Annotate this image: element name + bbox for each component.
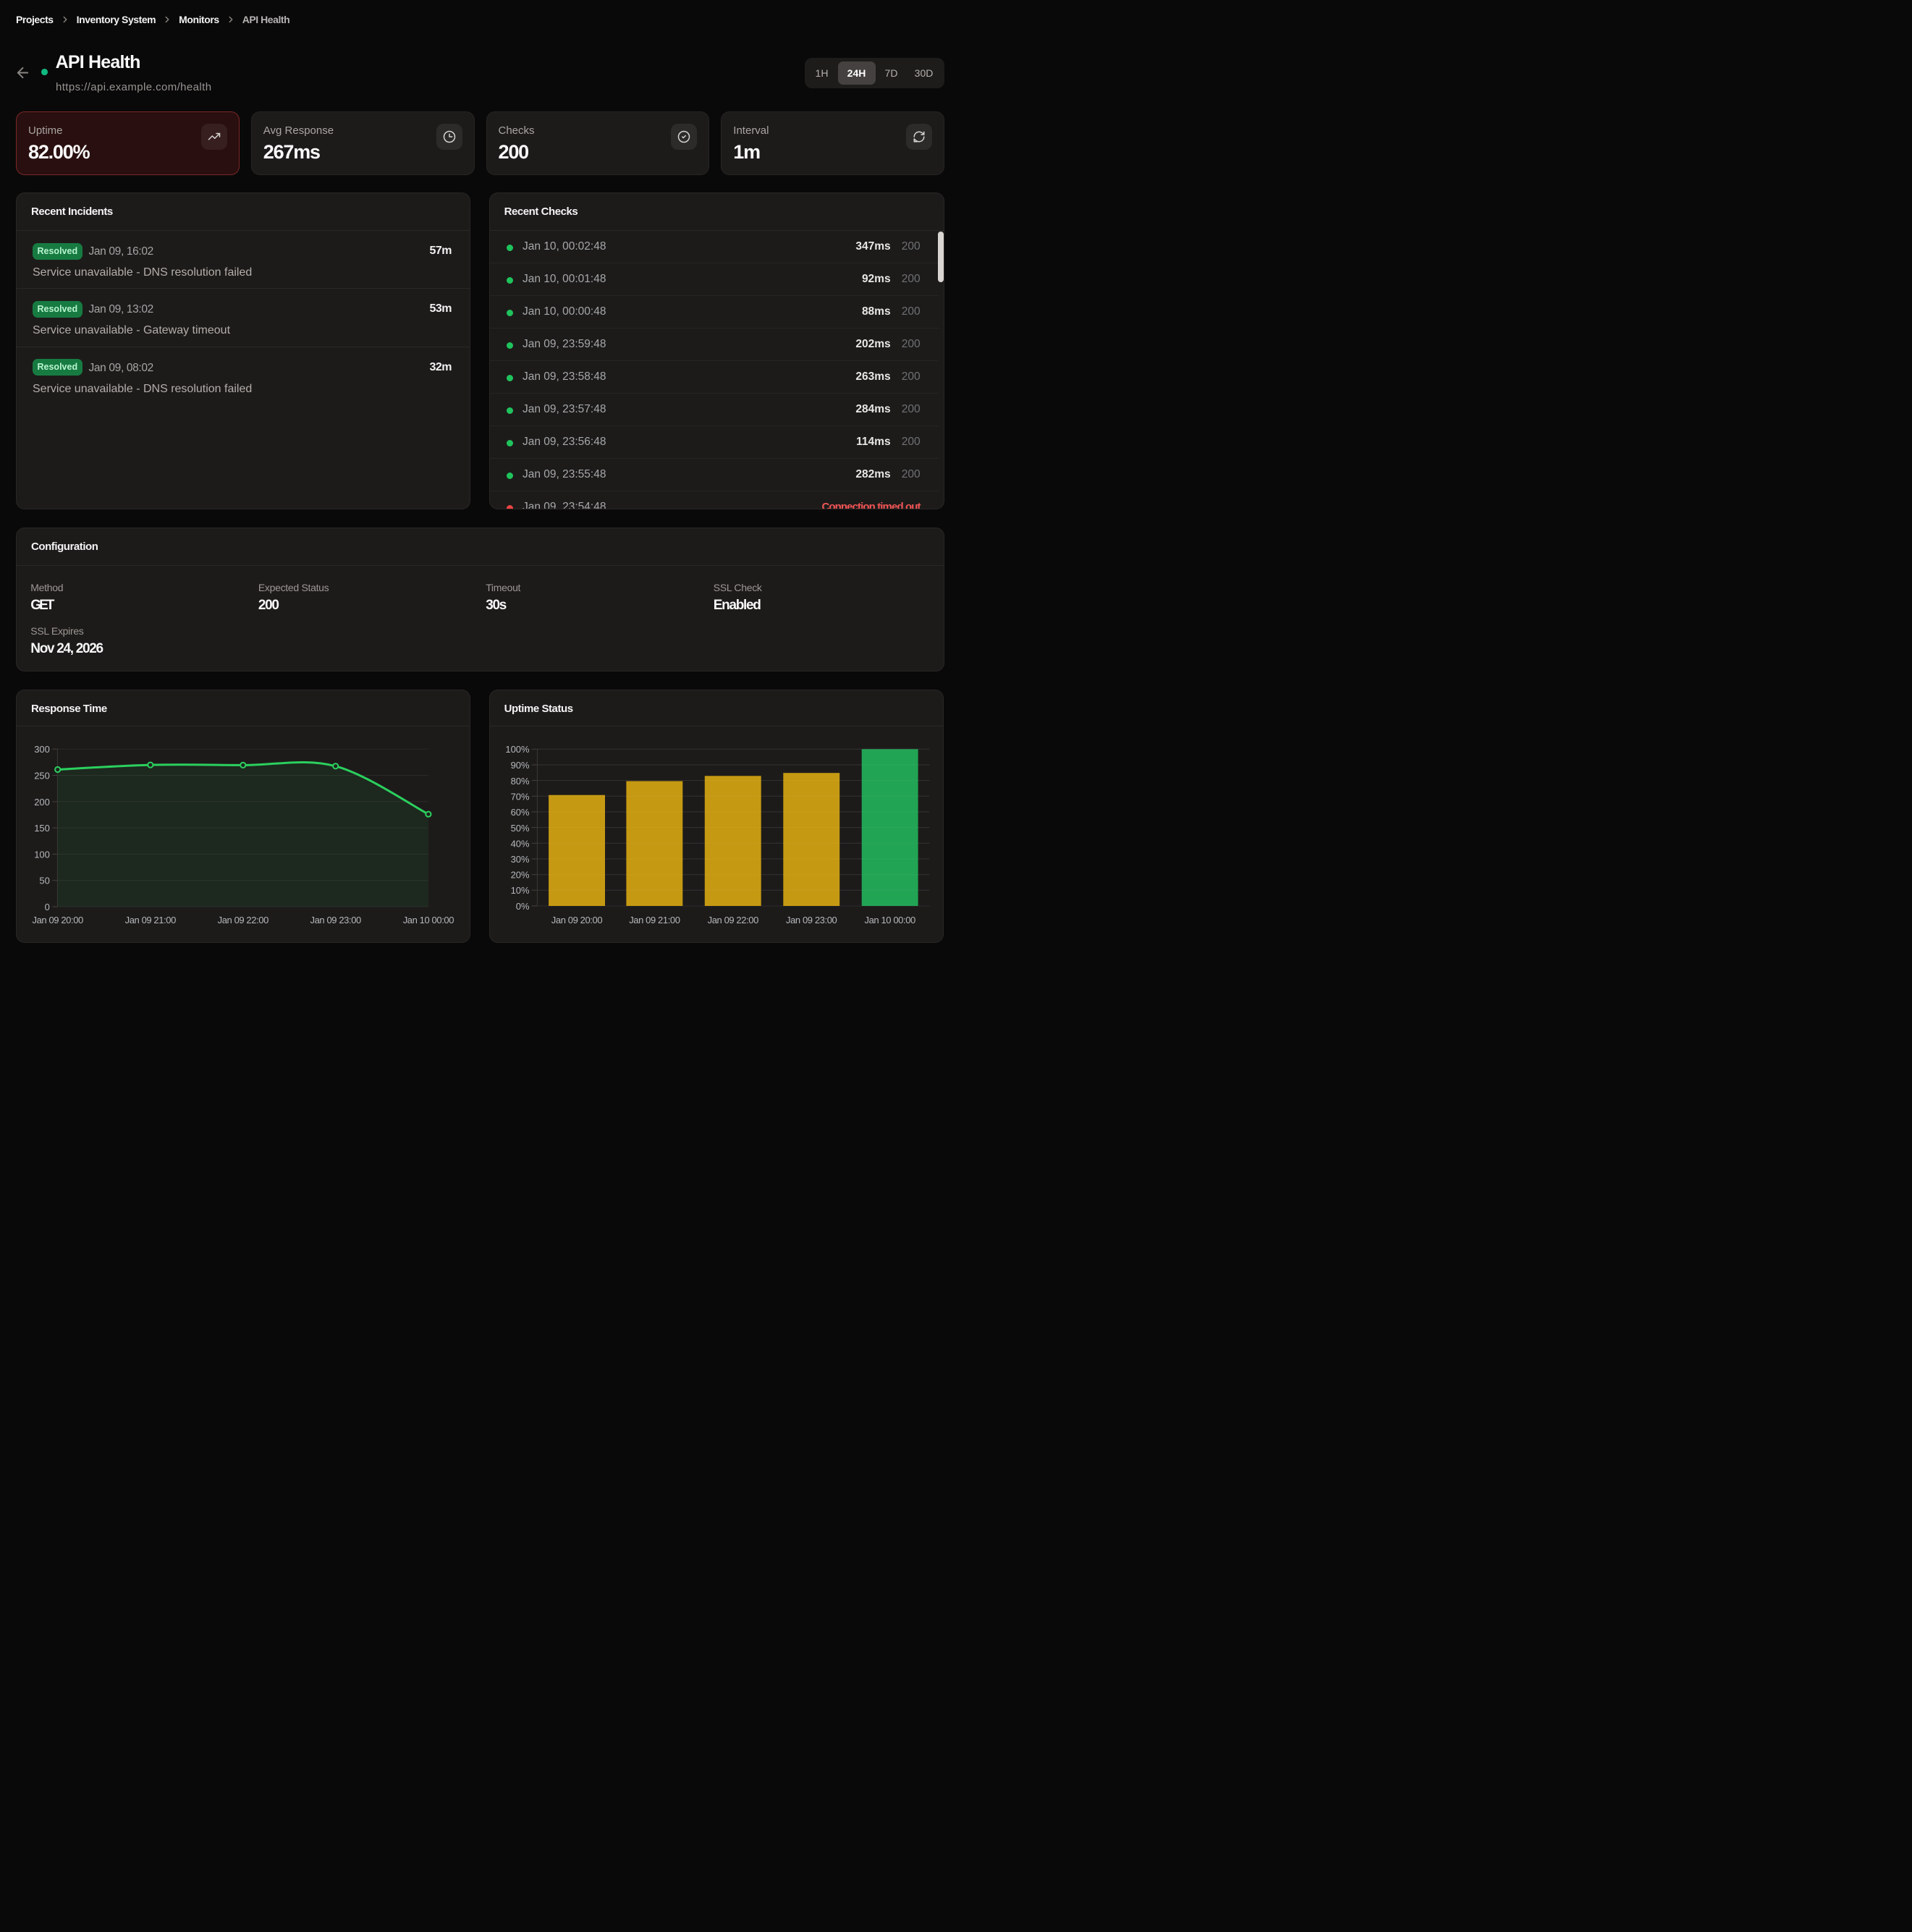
svg-text:60%: 60% (510, 807, 529, 818)
svg-text:Jan 10 00:00: Jan 10 00:00 (864, 915, 915, 925)
svg-text:100: 100 (34, 850, 50, 860)
svg-text:Jan 09 21:00: Jan 09 21:00 (629, 915, 680, 925)
svg-text:Jan 09 22:00: Jan 09 22:00 (218, 915, 269, 925)
svg-text:40%: 40% (510, 839, 529, 850)
svg-text:30%: 30% (510, 854, 529, 865)
svg-text:Jan 09 23:00: Jan 09 23:00 (310, 915, 362, 925)
svg-text:90%: 90% (510, 760, 529, 771)
svg-text:Jan 09 22:00: Jan 09 22:00 (707, 915, 758, 925)
svg-text:20%: 20% (510, 870, 529, 881)
svg-text:Jan 10 00:00: Jan 10 00:00 (403, 915, 454, 925)
svg-text:50: 50 (39, 876, 49, 886)
svg-text:70%: 70% (510, 792, 529, 802)
svg-text:100%: 100% (505, 744, 530, 755)
svg-text:0: 0 (45, 902, 50, 912)
svg-text:10%: 10% (510, 885, 529, 896)
svg-text:80%: 80% (510, 776, 529, 787)
svg-text:Jan 09 23:00: Jan 09 23:00 (786, 915, 837, 925)
svg-text:250: 250 (34, 770, 50, 781)
svg-text:0%: 0% (515, 901, 529, 912)
svg-text:Jan 09 20:00: Jan 09 20:00 (33, 915, 84, 925)
svg-text:300: 300 (34, 744, 50, 755)
svg-text:Jan 09 21:00: Jan 09 21:00 (125, 915, 177, 925)
svg-text:50%: 50% (510, 823, 529, 834)
svg-text:150: 150 (34, 823, 50, 834)
svg-text:Jan 09 20:00: Jan 09 20:00 (551, 915, 602, 925)
svg-text:200: 200 (34, 797, 50, 808)
